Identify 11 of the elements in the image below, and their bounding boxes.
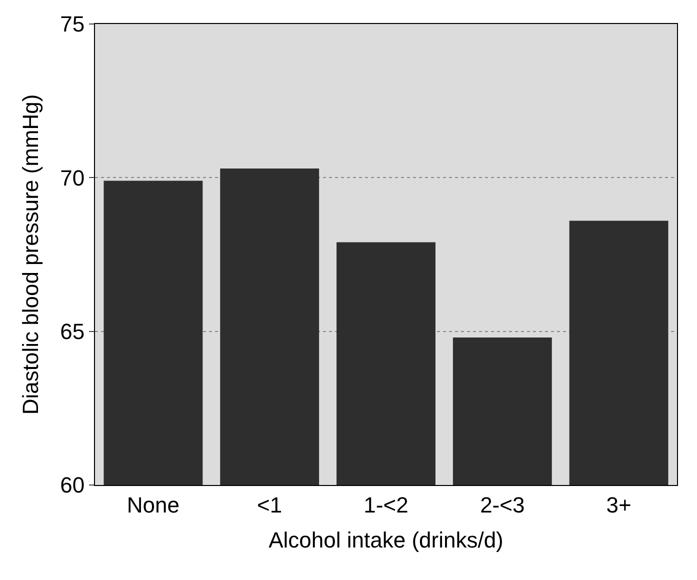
x-tick-label: 2-<3 bbox=[480, 492, 525, 518]
y-axis-title: Diastolic blood pressure (mmHg) bbox=[18, 94, 43, 415]
x-tick-label: 1-<2 bbox=[364, 492, 408, 518]
x-tick-label: <1 bbox=[257, 492, 282, 518]
y-tick-label: 75 bbox=[60, 12, 85, 37]
x-tick-label: None bbox=[126, 492, 180, 518]
x-axis-title: Alcohol intake (drinks/d) bbox=[268, 527, 504, 552]
x-tick-label: 3+ bbox=[606, 492, 632, 518]
y-tick-label: 60 bbox=[60, 472, 85, 498]
y-tick-label: 70 bbox=[60, 165, 85, 190]
y-tick-label: 65 bbox=[60, 319, 85, 344]
